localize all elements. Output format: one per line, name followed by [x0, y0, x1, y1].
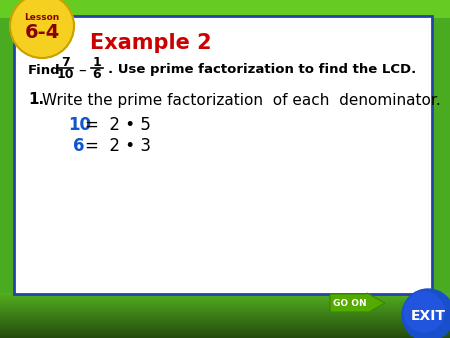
Bar [0, 298, 450, 299]
Text: EXIT: EXIT [410, 309, 446, 323]
Bar [0, 331, 450, 332]
Bar [0, 316, 450, 317]
Text: 6-4: 6-4 [24, 23, 59, 42]
Circle shape [10, 0, 74, 58]
Text: 6: 6 [73, 137, 85, 155]
Bar [0, 310, 450, 311]
Bar [0, 337, 450, 338]
Bar [0, 296, 450, 297]
Bar [0, 301, 450, 302]
Bar [0, 324, 450, 325]
Bar [0, 322, 450, 323]
Bar [0, 303, 450, 304]
Bar [0, 302, 450, 303]
Text: =  2 • 5: = 2 • 5 [85, 116, 151, 134]
Bar [0, 311, 450, 312]
Bar [0, 300, 450, 301]
Bar [0, 294, 450, 295]
Circle shape [402, 289, 450, 338]
Bar [0, 320, 450, 321]
Text: Lesson: Lesson [24, 14, 59, 23]
Bar [0, 317, 450, 318]
Bar [0, 295, 450, 296]
Bar [0, 330, 450, 331]
Bar [0, 297, 450, 298]
Bar [0, 318, 450, 319]
Bar [0, 327, 450, 328]
Bar [0, 321, 450, 322]
Bar [0, 333, 450, 334]
Bar [0, 323, 450, 324]
Bar [0, 0, 450, 18]
Text: Write the prime factorization  of each  denominator.: Write the prime factorization of each de… [42, 93, 441, 107]
Bar [0, 329, 450, 330]
Bar [0, 307, 450, 308]
Text: =  2 • 3: = 2 • 3 [85, 137, 151, 155]
Bar [0, 334, 450, 335]
Bar [0, 328, 450, 329]
Bar [0, 336, 450, 337]
Bar [0, 332, 450, 333]
Text: Example 2: Example 2 [90, 33, 212, 53]
Bar [0, 335, 450, 336]
Circle shape [404, 292, 444, 332]
Bar [0, 309, 450, 310]
Bar [0, 299, 450, 300]
Text: 7: 7 [61, 56, 69, 70]
Bar [0, 313, 450, 314]
Bar [0, 306, 450, 307]
Text: 1: 1 [93, 56, 101, 70]
Bar [0, 319, 450, 320]
Text: . Use prime factorization to find the LCD.: . Use prime factorization to find the LC… [108, 64, 416, 76]
Bar [0, 293, 450, 294]
Text: –: – [78, 63, 86, 77]
Bar [0, 326, 450, 327]
Bar [0, 325, 450, 326]
Bar [0, 305, 450, 306]
Bar [0, 312, 450, 313]
FancyBboxPatch shape [14, 16, 432, 294]
Text: Find: Find [28, 64, 61, 76]
Text: 1.: 1. [28, 93, 44, 107]
FancyArrow shape [330, 293, 385, 313]
Bar [0, 304, 450, 305]
Bar [0, 314, 450, 315]
Text: 6: 6 [93, 69, 101, 81]
Text: GO ON: GO ON [333, 298, 367, 308]
Text: 10: 10 [56, 69, 74, 81]
Bar [0, 308, 450, 309]
Bar [0, 315, 450, 316]
Text: 10: 10 [68, 116, 91, 134]
